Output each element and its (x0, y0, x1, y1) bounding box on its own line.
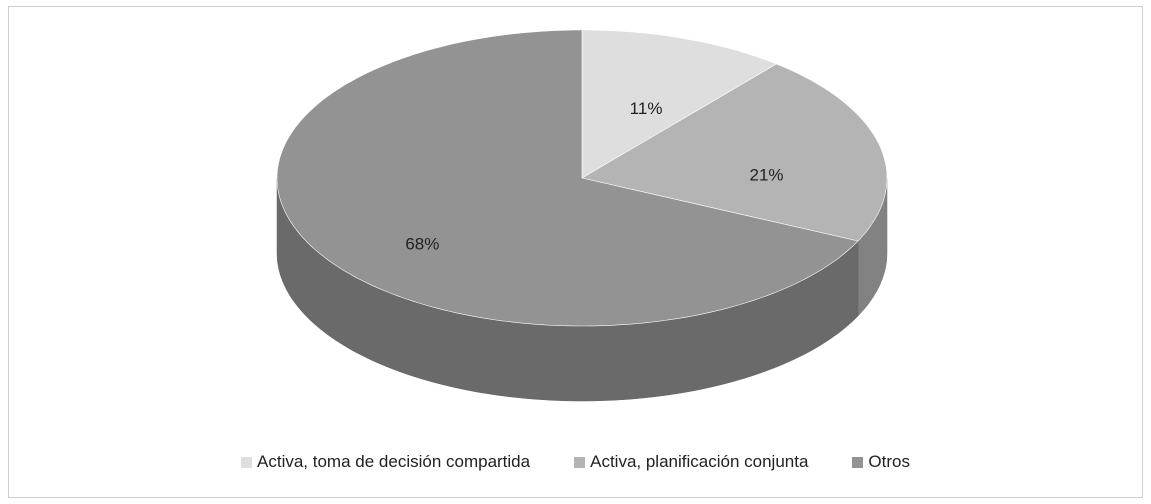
legend-item: Activa, toma de decisión compartida (241, 452, 530, 472)
chart-frame (8, 6, 1143, 498)
legend-swatch (574, 456, 586, 468)
data-label: 68% (405, 235, 439, 254)
data-label: 21% (750, 165, 784, 184)
slice (276, 29, 859, 327)
legend-label: Activa, toma de decisión compartida (257, 452, 531, 471)
legend-label: Activa, planificación conjunta (590, 452, 809, 471)
legend-label: Otros (868, 452, 910, 471)
legend-swatch (852, 456, 864, 468)
data-label: 11% (630, 99, 663, 118)
legend-swatch (241, 456, 253, 468)
slice (581, 29, 778, 179)
legend-item: Otros (852, 452, 910, 472)
slice (581, 63, 888, 242)
legend-item: Activa, planificación conjunta (574, 452, 808, 472)
legend: Activa, toma de decisión compartida Activ… (0, 452, 1151, 472)
